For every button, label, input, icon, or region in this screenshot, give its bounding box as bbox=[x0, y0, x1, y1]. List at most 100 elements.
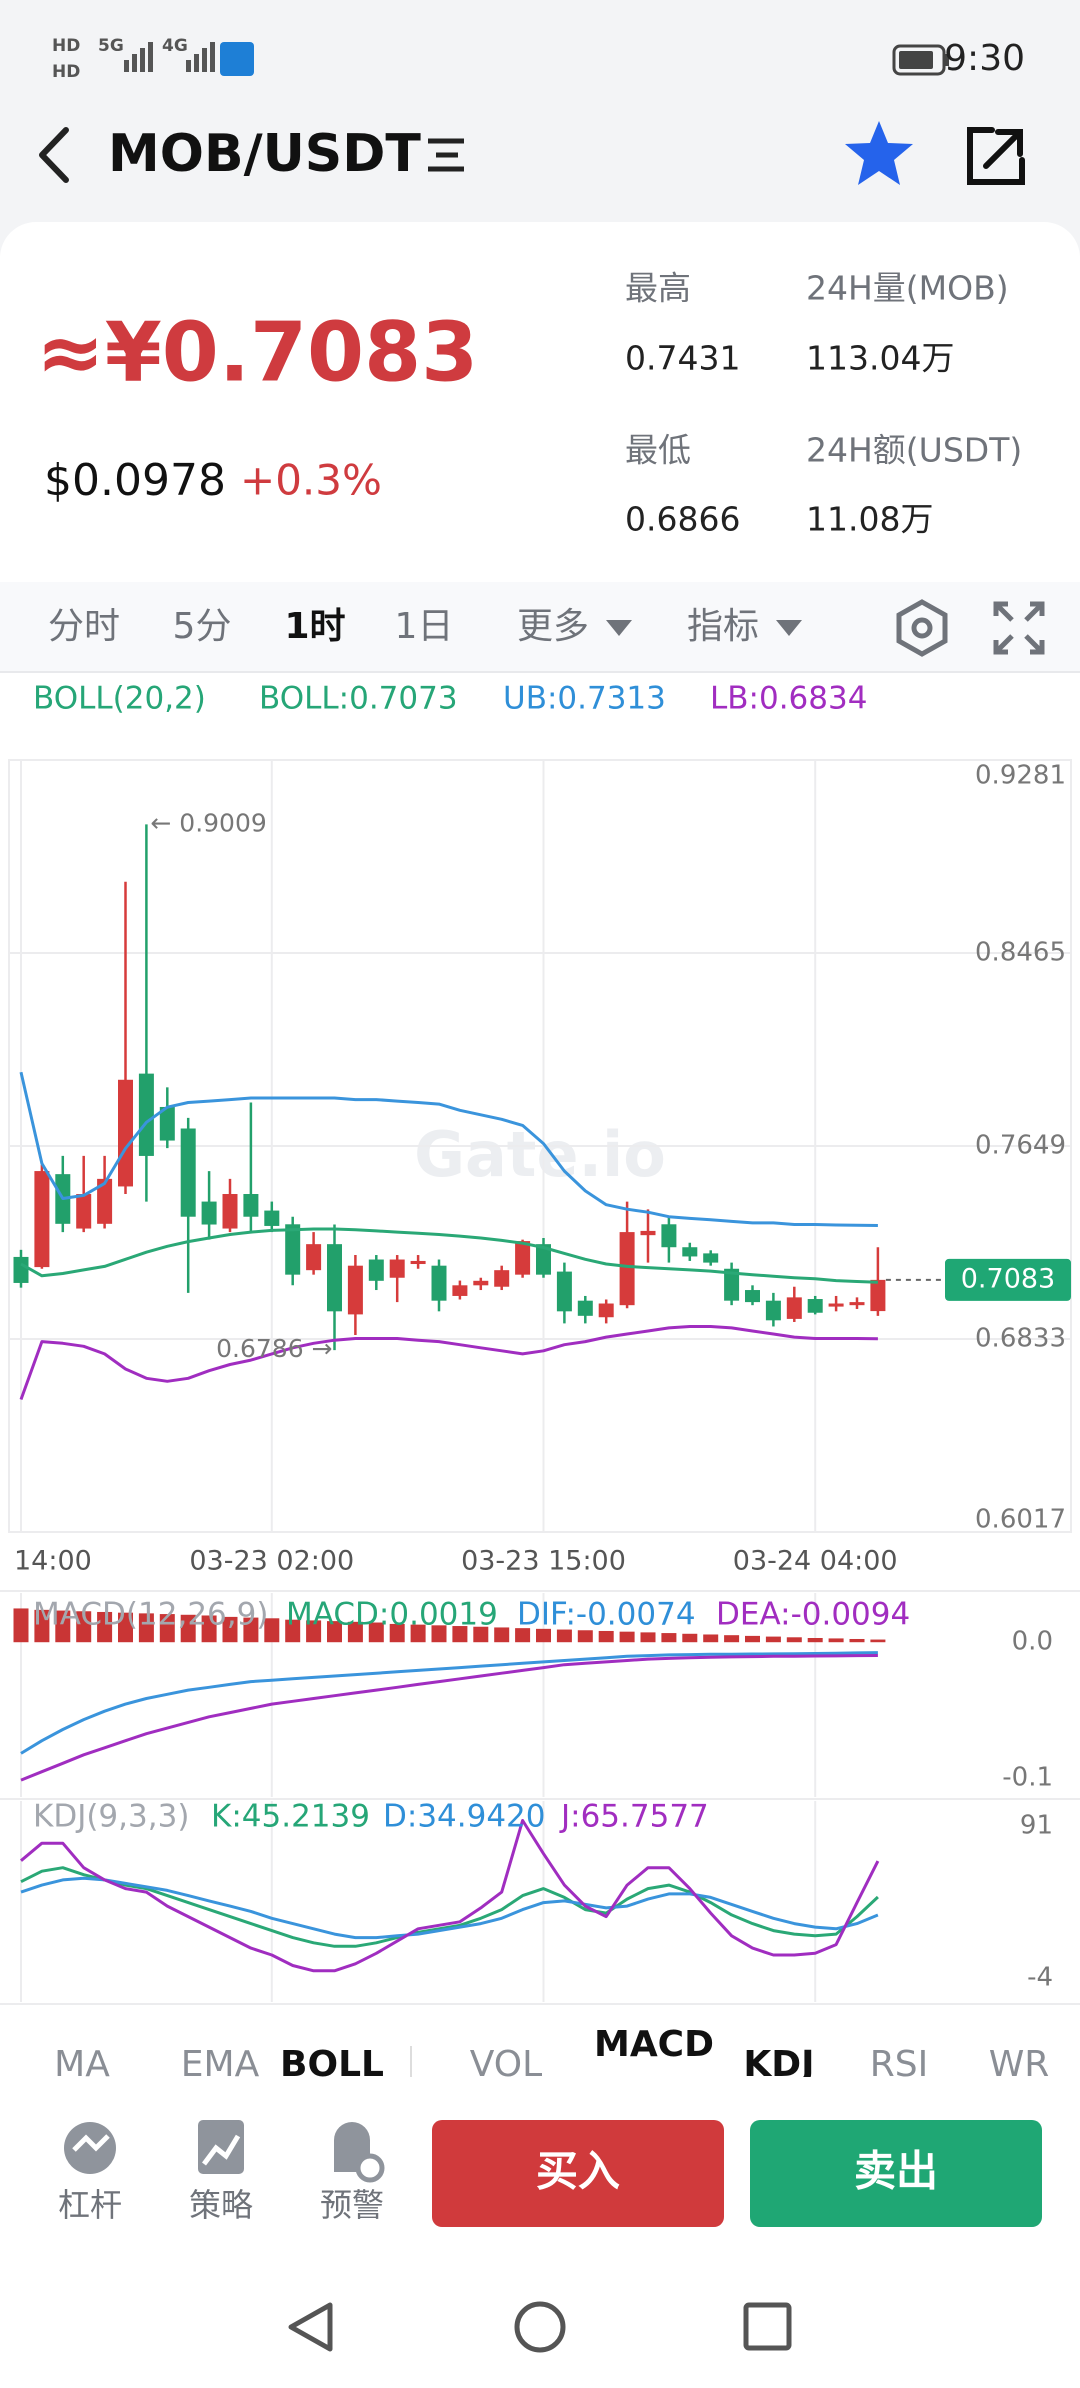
indicator-line bbox=[19, 1325, 878, 1401]
sell-button[interactable] bbox=[750, 2120, 1042, 2227]
stat-label: 最高 bbox=[625, 269, 691, 308]
candle-body bbox=[661, 1224, 677, 1248]
watermark: Gate.io bbox=[414, 1118, 666, 1191]
macd-bar bbox=[13, 1608, 29, 1643]
candle-body bbox=[724, 1268, 740, 1301]
indicator-line bbox=[20, 1819, 880, 1973]
hd-label: HD bbox=[52, 36, 80, 56]
strategy-icon-mark bbox=[202, 2134, 241, 2166]
candle-body bbox=[870, 1279, 886, 1312]
nav-recent[interactable] bbox=[743, 2302, 792, 2351]
candle-body bbox=[368, 1259, 384, 1281]
y-tick-label: 91 bbox=[1020, 1811, 1053, 1841]
x-tick-label: 03-24 04:00 bbox=[733, 1546, 898, 1577]
indicator-line bbox=[20, 1866, 879, 1948]
card bbox=[0, 222, 1080, 2388]
macd-bar bbox=[598, 1630, 614, 1643]
action-label[interactable]: 杠杆 bbox=[58, 2186, 122, 2224]
indicator-line bbox=[20, 1651, 878, 1755]
candle-body bbox=[347, 1265, 363, 1315]
battery-level bbox=[899, 51, 933, 69]
buy-label[interactable]: 买入 bbox=[536, 2147, 620, 2196]
sell-label[interactable]: 卖出 bbox=[854, 2147, 938, 2196]
macd-bar bbox=[76, 1611, 92, 1643]
leverage-icon-mark bbox=[72, 2134, 110, 2152]
macd-bar bbox=[327, 1621, 342, 1643]
indicator-line bbox=[20, 1876, 879, 1940]
macd-bar bbox=[536, 1628, 551, 1643]
macd-bar bbox=[849, 1638, 865, 1643]
back-button[interactable] bbox=[39, 127, 69, 183]
stat-value: 0.7431 bbox=[625, 339, 740, 378]
pair-menu-icon[interactable] bbox=[428, 138, 464, 172]
leverage-icon[interactable] bbox=[64, 2122, 116, 2174]
nav-back[interactable] bbox=[288, 2302, 333, 2352]
network-label: 4G bbox=[162, 36, 188, 56]
action-label[interactable]: 策略 bbox=[189, 2186, 253, 2224]
macd-bar bbox=[765, 1636, 781, 1643]
x-tick-label: 03-23 02:00 bbox=[189, 1546, 354, 1577]
nav-home[interactable] bbox=[514, 2301, 566, 2353]
candle-body bbox=[34, 1171, 50, 1268]
candle-body bbox=[97, 1178, 113, 1224]
macd-bar bbox=[724, 1635, 740, 1643]
macd-bar bbox=[473, 1626, 489, 1643]
favorite-star[interactable] bbox=[845, 121, 913, 185]
app-icon bbox=[220, 42, 254, 76]
period-tab[interactable]: 1时 bbox=[284, 606, 345, 647]
legend-label: BOLL(20,2) bbox=[33, 681, 206, 717]
macd-bar bbox=[389, 1623, 405, 1643]
legend-label: UB:0.7313 bbox=[503, 681, 666, 717]
period-tab[interactable]: 更多 bbox=[517, 606, 589, 647]
macd-bar bbox=[306, 1620, 322, 1643]
stat-label: 24H量(MOB) bbox=[806, 269, 1009, 308]
price-usd: $0.0978 bbox=[44, 455, 226, 506]
indicator-tab[interactable]: MACD bbox=[594, 2024, 714, 2065]
stat-value: 11.08万 bbox=[806, 500, 933, 539]
last-price-badge bbox=[945, 1258, 1071, 1301]
candle-body bbox=[703, 1253, 719, 1263]
candle-body bbox=[180, 1128, 196, 1217]
macd-bar bbox=[682, 1633, 698, 1643]
period-tab[interactable]: 1日 bbox=[395, 606, 454, 647]
settings-icon[interactable] bbox=[896, 599, 948, 657]
candle-body bbox=[138, 1073, 154, 1156]
y-tick-label: 0.0 bbox=[1012, 1627, 1053, 1657]
buy-button[interactable] bbox=[432, 2120, 724, 2227]
indicator-line bbox=[20, 1654, 878, 1782]
macd-bar bbox=[159, 1614, 175, 1643]
candle-body bbox=[410, 1260, 426, 1265]
legend-label: DIF:-0.0074 bbox=[517, 1597, 696, 1633]
dropdown-arrow bbox=[776, 620, 802, 636]
candle-body bbox=[515, 1241, 531, 1275]
macd-bar bbox=[34, 1609, 50, 1643]
network-label: 5G bbox=[98, 36, 124, 56]
battery-icon bbox=[892, 44, 946, 76]
candle-body bbox=[556, 1271, 572, 1312]
y-tick-label: 0.7649 bbox=[975, 1131, 1066, 1161]
macd-bar bbox=[745, 1635, 760, 1643]
y-tick-label: 0.6833 bbox=[975, 1324, 1066, 1354]
last-price-label: 0.7083 bbox=[961, 1263, 1055, 1294]
legend-label: J:65.7577 bbox=[559, 1799, 709, 1835]
candle-body bbox=[452, 1285, 468, 1296]
period-tab[interactable]: 指标 bbox=[687, 606, 759, 647]
period-tab[interactable]: 5分 bbox=[173, 606, 232, 647]
strategy-icon[interactable] bbox=[198, 2120, 244, 2174]
share-icon[interactable] bbox=[967, 127, 1025, 185]
indicator-line bbox=[20, 1227, 878, 1284]
candle-body bbox=[807, 1299, 823, 1313]
fullscreen-icon[interactable] bbox=[993, 601, 1045, 655]
period-tab[interactable]: 分时 bbox=[48, 606, 120, 647]
status-time: 9:30 bbox=[944, 38, 1025, 79]
candle-body bbox=[536, 1244, 551, 1275]
macd-bar bbox=[264, 1618, 280, 1643]
action-label[interactable]: 预警 bbox=[320, 2186, 384, 2224]
high-annotation: ← 0.9009 bbox=[150, 808, 266, 837]
macd-bar bbox=[807, 1638, 823, 1643]
stat-value: 0.6866 bbox=[625, 500, 740, 539]
signal-icon bbox=[186, 42, 215, 72]
pair-title[interactable]: MOB/USDT bbox=[108, 124, 421, 184]
stat-value: 113.04万 bbox=[806, 339, 954, 378]
